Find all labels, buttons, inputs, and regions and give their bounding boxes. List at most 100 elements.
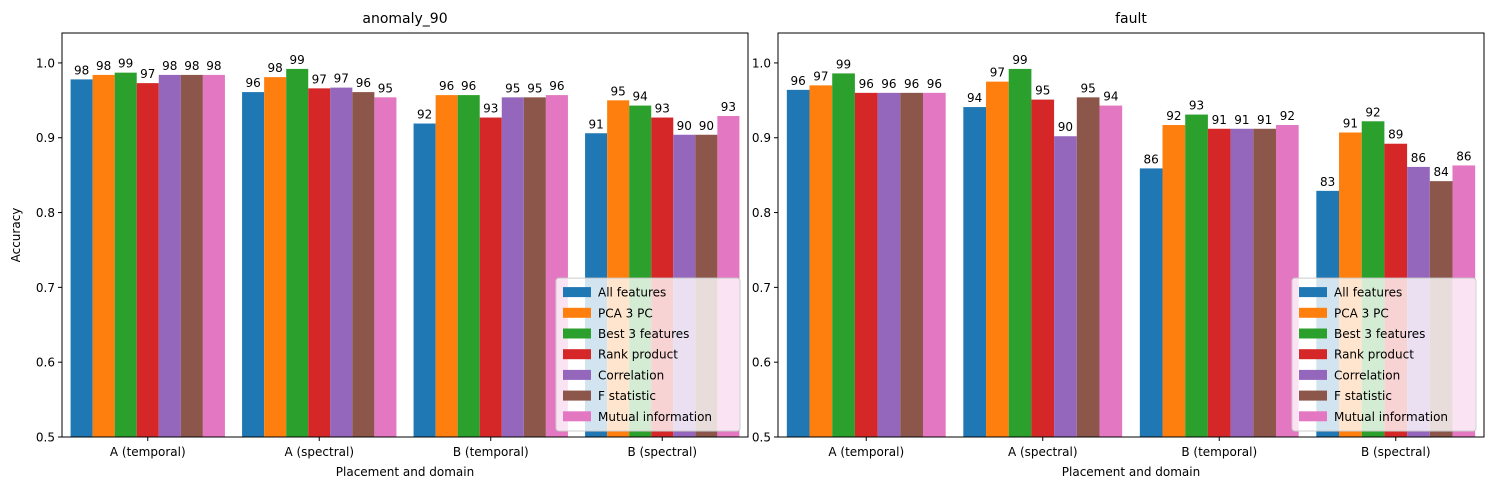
bar: [180, 74, 203, 438]
chart-title: anomaly_90: [362, 11, 447, 27]
bar: [922, 92, 946, 437]
data-label: 89: [1388, 128, 1403, 142]
bar: [374, 97, 397, 437]
data-label: 97: [312, 72, 327, 86]
data-label: 96: [881, 77, 896, 91]
data-label: 96: [439, 79, 454, 93]
bar: [1253, 128, 1276, 437]
data-label: 93: [1189, 99, 1204, 113]
legend-swatch: [1299, 287, 1327, 298]
x-tick-label: B (spectral): [1361, 445, 1431, 459]
data-label: 98: [74, 63, 89, 77]
y-tick-label: 0.5: [752, 431, 771, 445]
data-label: 92: [1365, 105, 1380, 119]
legend-swatch: [563, 390, 591, 401]
bar: [523, 97, 546, 437]
data-label: 93: [721, 100, 736, 114]
data-label: 98: [184, 59, 199, 73]
chart-title: fault: [1115, 11, 1147, 27]
bar: [479, 117, 502, 437]
bar: [1139, 168, 1163, 437]
data-label: 96: [461, 79, 476, 93]
bar: [809, 85, 833, 438]
data-label: 91: [588, 117, 603, 131]
legend-label: Best 3 features: [598, 327, 689, 341]
data-label: 96: [549, 79, 564, 93]
bar: [136, 83, 159, 437]
data-label: 94: [1103, 90, 1118, 104]
bar: [1162, 125, 1186, 438]
bar: [413, 123, 436, 437]
y-tick-label: 0.7: [36, 281, 55, 295]
x-tick-label: B (temporal): [453, 445, 529, 459]
y-tick-label: 0.9: [752, 131, 771, 145]
data-label: 93: [483, 102, 498, 116]
data-label: 95: [1035, 84, 1050, 98]
data-label: 96: [904, 77, 919, 91]
legend-label: Mutual information: [598, 410, 712, 424]
legend-label: Correlation: [1334, 368, 1400, 382]
bar: [877, 92, 901, 437]
legend-label: Best 3 features: [1334, 327, 1425, 341]
bar: [832, 73, 855, 438]
bar: [286, 68, 309, 437]
data-label: 96: [927, 77, 942, 91]
data-label: 99: [1012, 53, 1027, 67]
x-axis-label: Placement and domain: [1062, 465, 1200, 479]
bar: [308, 88, 331, 438]
data-label: 99: [118, 57, 133, 71]
bar: [114, 72, 137, 438]
legend-swatch: [1299, 390, 1327, 401]
bar: [352, 92, 375, 437]
legend-box: [555, 277, 741, 432]
y-tick-label: 1.0: [752, 56, 771, 70]
y-tick-label: 0.6: [752, 356, 771, 370]
bar: [986, 81, 1009, 437]
data-label: 98: [96, 59, 111, 73]
data-label: 95: [611, 84, 626, 98]
legend-label: All features: [1334, 286, 1402, 300]
data-label: 96: [791, 74, 806, 88]
data-label: 95: [1080, 81, 1095, 95]
data-label: 92: [417, 108, 432, 122]
x-tick-label: B (temporal): [1181, 445, 1257, 459]
legend-label: Rank product: [598, 348, 678, 362]
data-label: 99: [290, 53, 305, 67]
bar: [1230, 128, 1254, 437]
data-label: 92: [1280, 109, 1295, 123]
bar: [435, 95, 458, 437]
bar: [1031, 99, 1055, 437]
bar: [92, 74, 115, 438]
bar: [963, 107, 987, 437]
bar: [242, 92, 265, 437]
data-label: 83: [1320, 175, 1335, 189]
legend-swatch: [1299, 411, 1327, 422]
y-tick-label: 0.8: [752, 206, 771, 220]
data-label: 95: [505, 81, 520, 95]
bar: [158, 74, 181, 438]
bar: [1207, 128, 1231, 437]
data-label: 86: [1144, 152, 1159, 166]
data-label: 86: [1411, 151, 1426, 165]
legend-swatch: [563, 328, 591, 339]
bar: [70, 79, 93, 437]
data-label: 98: [162, 59, 177, 73]
bar: [1099, 105, 1123, 437]
bar: [854, 92, 878, 437]
legend-swatch: [1299, 369, 1327, 380]
legend: All features PCA 3 PC Best 3 features Rank …: [555, 277, 741, 432]
chart-panel-2: 96 94 86 83 97 97 92 91 99 99 93 92 96 95 91 89 96 90 91 86…: [752, 11, 1485, 479]
bar: [264, 77, 287, 437]
plot-frame: [777, 32, 1485, 438]
legend-swatch: [563, 287, 591, 298]
x-tick-label: B (spectral): [627, 445, 697, 459]
data-label: 94: [967, 91, 982, 105]
x-tick-label: A (spectral): [1008, 445, 1078, 459]
bar: [457, 95, 480, 437]
data-label: 97: [990, 66, 1005, 80]
data-label: 84: [1433, 165, 1448, 179]
bar: [1008, 68, 1032, 437]
y-tick-label: 0.9: [36, 131, 55, 145]
bar: [202, 74, 225, 438]
